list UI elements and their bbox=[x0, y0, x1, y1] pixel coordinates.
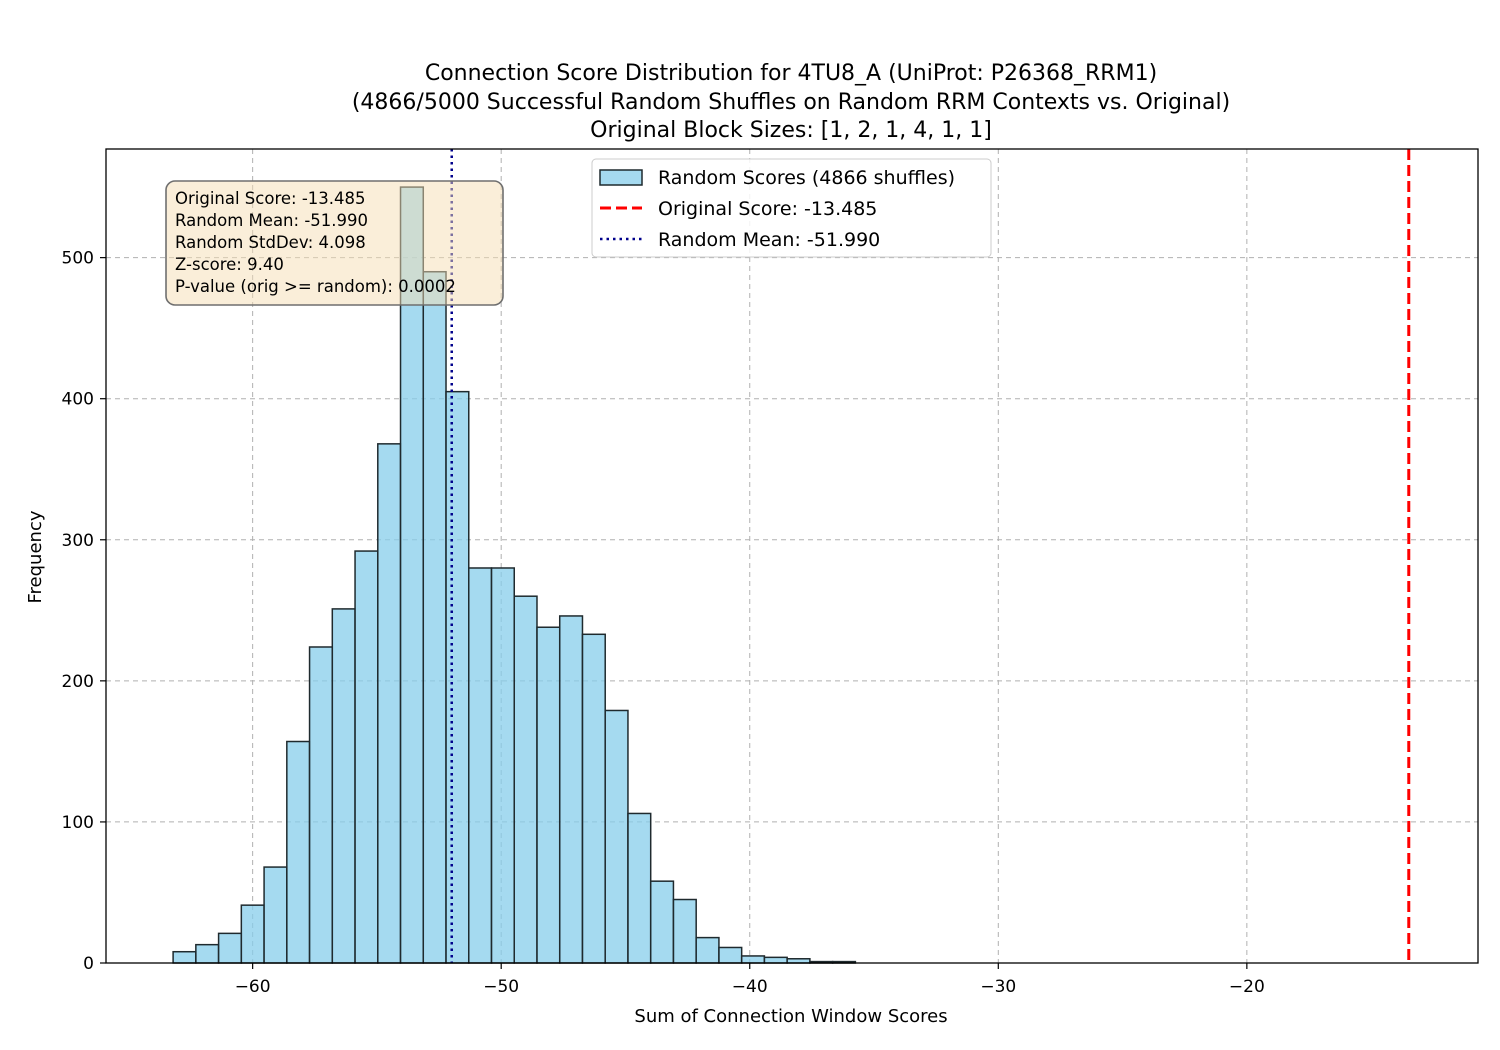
stats-line: Z-score: 9.40 bbox=[175, 255, 284, 274]
histogram-bar bbox=[354, 550, 379, 964]
histogram-bar bbox=[604, 709, 629, 964]
histogram-bar bbox=[740, 955, 766, 964]
histogram-bars bbox=[172, 186, 857, 964]
legend-frame bbox=[591, 158, 992, 258]
histogram-bar bbox=[377, 443, 402, 964]
title-line-1: Connection Score Distribution for 4TU8_A… bbox=[425, 61, 1157, 86]
stats-line: Random StdDev: 4.098 bbox=[175, 233, 366, 252]
title-line-3: Original Block Sizes: [1, 2, 1, 4, 1, 1] bbox=[590, 118, 992, 143]
histogram-bar bbox=[331, 608, 356, 964]
histogram-bar bbox=[536, 626, 561, 964]
stats-box-frame bbox=[165, 180, 504, 306]
y-axis-ticks: 0 100 200 300 400 500 bbox=[62, 249, 106, 974]
histogram-bar bbox=[581, 633, 606, 964]
histogram-bar bbox=[217, 932, 243, 964]
x-tick-label: −20 bbox=[1229, 977, 1265, 997]
histogram-bar bbox=[422, 270, 447, 964]
title-line-2: (4866/5000 Successful Random Shuffles on… bbox=[352, 90, 1230, 115]
histogram-bar bbox=[695, 936, 720, 964]
legend-swatch-random-scores bbox=[599, 169, 643, 186]
x-axis-label: Sum of Connection Window Scores bbox=[634, 1006, 947, 1027]
histogram-bar bbox=[308, 646, 334, 964]
histogram-bar bbox=[468, 567, 493, 964]
x-tick-label: −50 bbox=[483, 977, 519, 997]
y-tick-label: 200 bbox=[62, 672, 94, 692]
histogram-bar bbox=[558, 615, 584, 964]
legend-entry-label: Original Score: -13.485 bbox=[658, 198, 877, 220]
x-tick-label: −60 bbox=[235, 977, 271, 997]
stats-line: P-value (orig >= random): 0.0002 bbox=[175, 277, 456, 296]
y-tick-label: 0 bbox=[83, 954, 94, 974]
histogram-bar bbox=[445, 390, 470, 964]
histogram-bar bbox=[718, 946, 743, 964]
y-tick-label: 500 bbox=[62, 249, 94, 269]
reference-lines bbox=[450, 149, 1411, 963]
stats-line: Original Score: -13.485 bbox=[175, 189, 366, 208]
histogram-bar bbox=[649, 880, 675, 964]
stats-line: Random Mean: -51.990 bbox=[175, 211, 368, 230]
legend: Random Scores (4866 shuffles) Original Sc… bbox=[591, 158, 992, 258]
x-tick-label: −30 bbox=[980, 977, 1016, 997]
histogram-bar bbox=[490, 567, 515, 964]
stats-box: Original Score: -13.485 Random Mean: -51.… bbox=[165, 180, 504, 306]
legend-entry-label: Random Scores (4866 shuffles) bbox=[658, 167, 955, 189]
histogram-bar bbox=[195, 943, 220, 964]
x-axis-ticks: −60 −50 −40 −30 −20 bbox=[235, 963, 1265, 997]
histogram-bar bbox=[513, 595, 538, 964]
plot-area-frame bbox=[105, 148, 1479, 964]
y-tick-label: 100 bbox=[62, 813, 94, 833]
y-axis-label: Frequency bbox=[25, 510, 46, 603]
y-tick-label: 300 bbox=[62, 531, 94, 551]
histogram-bar bbox=[263, 866, 288, 964]
histogram-bar bbox=[763, 956, 788, 964]
histogram-bar bbox=[672, 898, 697, 964]
histogram-bar bbox=[172, 950, 197, 964]
x-tick-label: −40 bbox=[732, 977, 768, 997]
histogram-bar bbox=[240, 904, 265, 964]
legend-entry-label: Random Mean: -51.990 bbox=[658, 229, 880, 251]
y-tick-label: 400 bbox=[62, 390, 94, 410]
histogram-bar bbox=[286, 740, 311, 964]
histogram-bar bbox=[627, 812, 652, 964]
chart-title: Connection Score Distribution for 4TU8_A… bbox=[352, 61, 1230, 143]
